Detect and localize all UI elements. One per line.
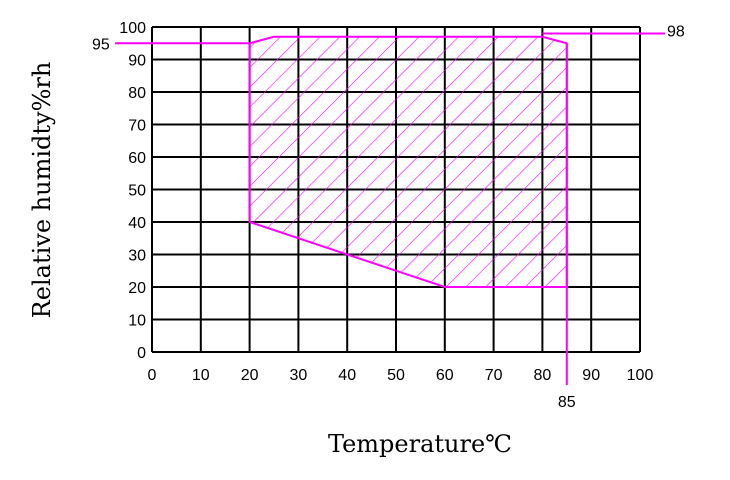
y-axis-ticks: 0 10 20 30 40 50 60 70 80 90 100 [119,20,146,362]
y-tick-label: 0 [137,345,146,362]
reference-label-85: 85 [558,394,576,411]
area-outline [248,35,568,288]
x-tick-label: 10 [192,367,210,384]
x-tick-label: 60 [436,367,454,384]
x-tick-label: 40 [338,367,356,384]
y-tick-label: 90 [128,53,146,70]
y-tick-label: 20 [128,280,146,297]
y-tick-label: 30 [128,248,146,265]
reference-label-95: 95 [92,36,110,53]
area-fill [249,36,567,287]
y-tick-label: 40 [128,215,146,232]
y-tick-label: 50 [128,183,146,200]
operating-range-area [248,35,568,288]
x-tick-label: 0 [148,367,157,384]
x-tick-label: 70 [485,367,503,384]
x-tick-label: 90 [582,367,600,384]
y-tick-label: 80 [128,85,146,102]
x-tick-label: 80 [534,367,552,384]
y-tick-label: 10 [128,313,146,330]
x-tick-label: 100 [627,367,654,384]
y-tick-label: 70 [128,118,146,135]
x-tick-label: 50 [387,367,405,384]
y-tick-label: 60 [128,150,146,167]
reference-label-98: 98 [667,24,685,41]
reference-lines: 95 98 85 [92,24,685,412]
y-tick-label: 100 [119,20,146,37]
x-tick-label: 30 [290,367,308,384]
y-axis-title: Relative humidty%rh [28,62,56,319]
x-tick-label: 20 [241,367,259,384]
x-axis-ticks: 0 10 20 30 40 50 60 70 80 90 100 [148,367,654,384]
x-axis-title: Temperature℃ [328,430,512,458]
